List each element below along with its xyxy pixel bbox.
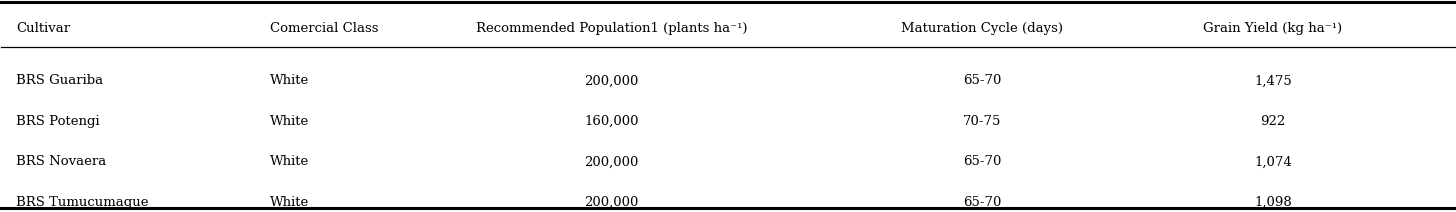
Text: Cultivar: Cultivar: [16, 22, 70, 35]
Text: 1,098: 1,098: [1254, 196, 1291, 209]
Text: 65-70: 65-70: [962, 155, 1002, 169]
Text: Maturation Cycle (days): Maturation Cycle (days): [901, 22, 1063, 35]
Text: 65-70: 65-70: [962, 74, 1002, 87]
Text: Recommended Population1 (plants ha⁻¹): Recommended Population1 (plants ha⁻¹): [476, 22, 747, 35]
Text: 200,000: 200,000: [584, 196, 639, 209]
Text: White: White: [271, 196, 310, 209]
Text: 65-70: 65-70: [962, 196, 1002, 209]
Text: 922: 922: [1261, 115, 1286, 128]
Text: 1,475: 1,475: [1254, 74, 1291, 87]
Text: 200,000: 200,000: [584, 74, 639, 87]
Text: 200,000: 200,000: [584, 155, 639, 169]
Text: 1,074: 1,074: [1254, 155, 1291, 169]
Text: Comercial Class: Comercial Class: [271, 22, 379, 35]
Text: White: White: [271, 115, 310, 128]
Text: BRS Potengi: BRS Potengi: [16, 115, 99, 128]
Text: BRS Tumucumaque: BRS Tumucumaque: [16, 196, 149, 209]
Text: White: White: [271, 74, 310, 87]
Text: Grain Yield (kg ha⁻¹): Grain Yield (kg ha⁻¹): [1204, 22, 1342, 35]
Text: 160,000: 160,000: [584, 115, 639, 128]
Text: White: White: [271, 155, 310, 169]
Text: BRS Guariba: BRS Guariba: [16, 74, 103, 87]
Text: 70-75: 70-75: [962, 115, 1002, 128]
Text: BRS Novaera: BRS Novaera: [16, 155, 106, 169]
